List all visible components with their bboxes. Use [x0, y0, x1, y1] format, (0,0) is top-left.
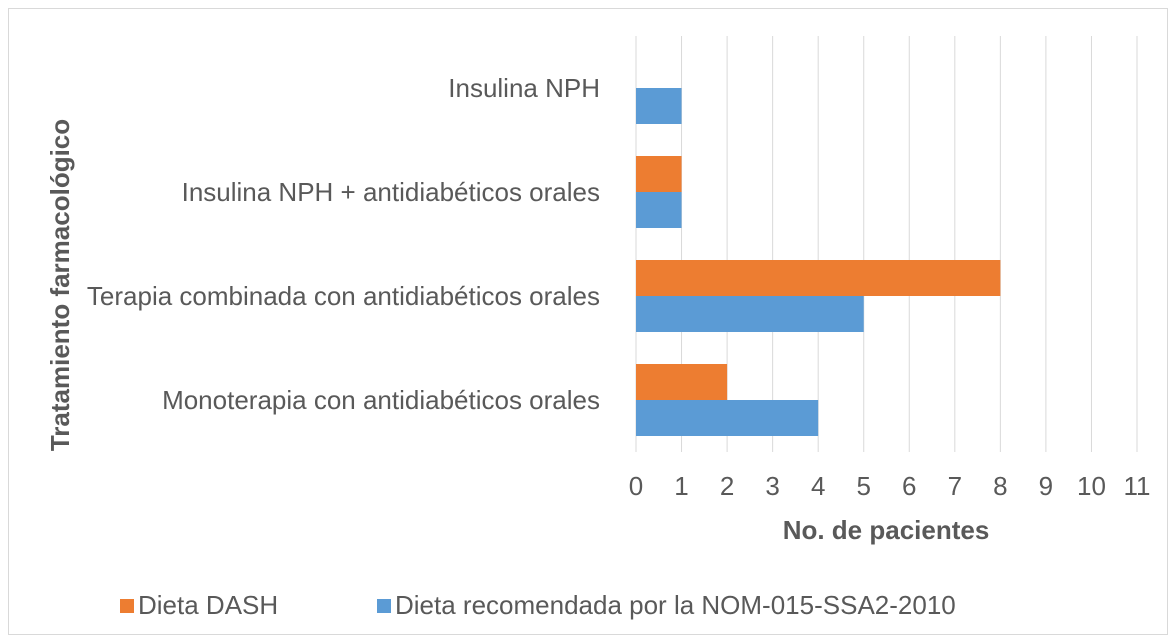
x-tick-label: 9 — [1039, 471, 1053, 501]
x-tick-label: 3 — [765, 471, 779, 501]
y-axis-title: Tratamiento farmacológico — [45, 119, 75, 451]
chart-border — [8, 8, 1168, 635]
y-tick-label: Insulina NPH — [448, 73, 600, 103]
x-tick-label: 10 — [1077, 471, 1106, 501]
x-tick-label: 7 — [948, 471, 962, 501]
x-tick-label: 6 — [902, 471, 916, 501]
x-tick-label: 2 — [720, 471, 734, 501]
legend-label: Dieta recomendada por la NOM-015-SSA2-20… — [395, 590, 956, 620]
y-tick-label: Insulina NPH + antidiabéticos orales — [181, 177, 600, 207]
bar — [636, 192, 682, 228]
bar — [636, 156, 682, 192]
legend-swatch — [377, 599, 391, 613]
y-tick-label: Terapia combinada con antidiabéticos ora… — [86, 281, 600, 311]
x-tick-label: 5 — [856, 471, 870, 501]
bar — [636, 364, 728, 400]
x-tick-label: 11 — [1124, 471, 1151, 501]
bar — [636, 400, 819, 436]
legend-label: Dieta DASH — [138, 590, 278, 620]
bar — [636, 296, 864, 332]
x-tick-label: 4 — [811, 471, 825, 501]
x-tick-label: 1 — [674, 471, 688, 501]
y-tick-label: Monoterapia con antidiabéticos orales — [162, 385, 600, 415]
x-tick-label: 8 — [993, 471, 1007, 501]
x-tick-label: 0 — [629, 471, 643, 501]
x-axis-title: No. de pacientes — [783, 515, 990, 545]
bar — [636, 260, 1001, 296]
legend-swatch — [120, 599, 134, 613]
bar — [636, 88, 682, 124]
